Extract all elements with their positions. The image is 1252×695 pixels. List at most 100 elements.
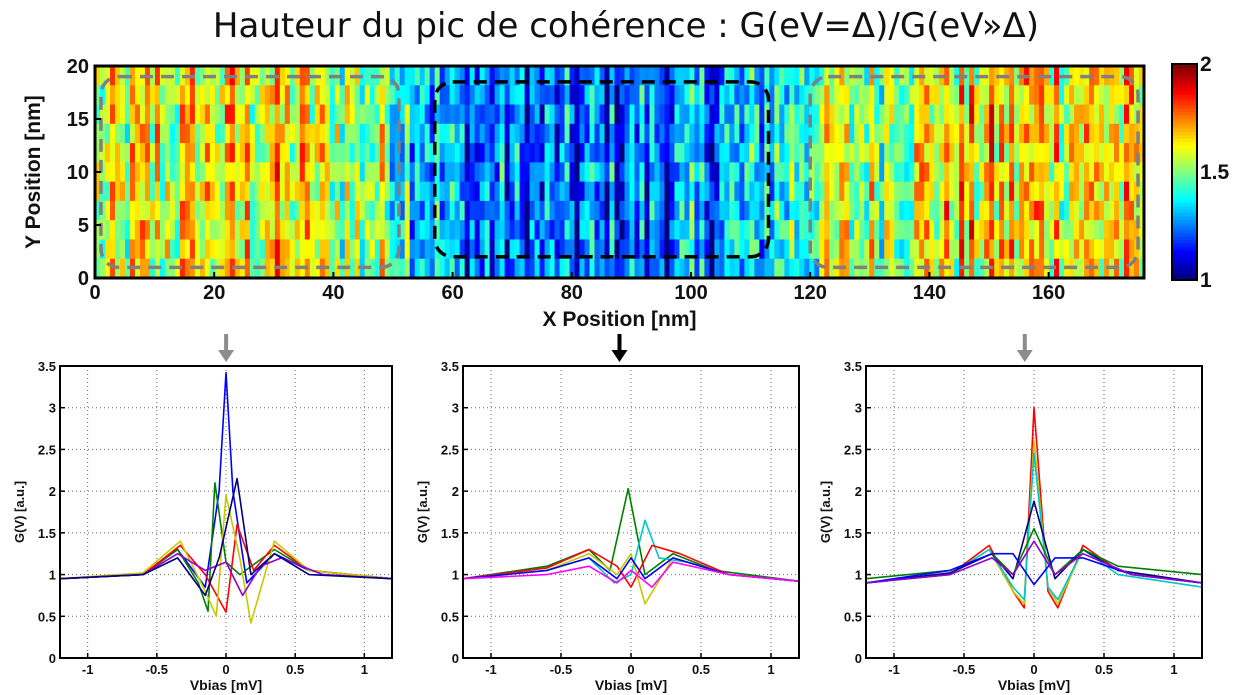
heatmap-cell [1074, 85, 1080, 106]
heatmap-cell [1024, 85, 1030, 106]
x-tick-label: 40 [322, 282, 344, 304]
heatmap-cell [184, 200, 191, 221]
heatmap-cell [1104, 123, 1110, 144]
heatmap-cell [1074, 258, 1080, 279]
heatmap-cell [454, 66, 461, 86]
heatmap-cell [999, 220, 1005, 241]
heatmap-cell [589, 200, 596, 221]
heatmap-cell [629, 66, 636, 86]
heatmap-cell [474, 104, 481, 125]
heatmap-cell [264, 200, 271, 221]
heatmap-cell [224, 123, 231, 144]
heatmap-cell [809, 162, 815, 183]
x-tick-label: 20 [203, 282, 225, 304]
heatmap-cell [744, 66, 750, 86]
heatmap-cell [784, 239, 790, 260]
heatmap-cell [209, 239, 216, 260]
heatmap-cell [479, 181, 486, 202]
heatmap-cell [399, 66, 406, 86]
heatmap-cell [1089, 85, 1095, 106]
heatmap-cell [524, 239, 531, 260]
heatmap-cell [674, 258, 681, 279]
heatmap-cell [619, 104, 626, 125]
heatmap-cell [424, 85, 431, 106]
heatmap-cell [399, 200, 406, 221]
heatmap-cell [1104, 162, 1110, 183]
heatmap-cell [954, 258, 960, 279]
heatmap-cell [524, 123, 531, 144]
heatmap-cell [194, 85, 201, 106]
heatmap-cell [559, 181, 566, 202]
heatmap-cell [934, 143, 940, 163]
colorbar-step [1172, 94, 1197, 99]
colorbar [1172, 64, 1197, 281]
heatmap-cell [1079, 123, 1085, 144]
x-tick-label: 0 [89, 282, 100, 304]
heatmap-cell [729, 220, 735, 241]
heatmap-cell [874, 123, 880, 144]
heatmap-cell [1089, 162, 1095, 183]
heatmap-cell [929, 85, 935, 106]
heatmap-cell [564, 162, 571, 183]
heatmap-cell [1094, 143, 1100, 163]
heatmap-cell [279, 104, 286, 125]
heatmap-cell [709, 181, 716, 202]
heatmap-cell [279, 239, 286, 260]
heatmap-cell [664, 181, 671, 202]
colorbar-tick-label: 1 [1200, 269, 1212, 292]
heatmap-cell [599, 258, 606, 279]
heatmap-cell [704, 220, 711, 241]
heatmap-cell [854, 200, 860, 221]
heatmap-cell [554, 181, 561, 202]
heatmap-cell [724, 66, 730, 86]
heatmap-cell [1064, 123, 1070, 144]
heatmap-cell [349, 162, 356, 183]
heatmap-cell [694, 162, 701, 183]
heatmap-cell [294, 123, 301, 144]
heatmap-cell [439, 220, 446, 241]
heatmap-cell [504, 143, 511, 163]
heatmap-cell [1024, 162, 1030, 183]
heatmap-cell [179, 181, 186, 202]
heatmap-cell [154, 143, 161, 163]
heatmap-cell [784, 85, 790, 106]
y-tick-label: 3 [49, 401, 56, 416]
heatmap-cell [654, 85, 661, 106]
heatmap-cell [729, 239, 735, 260]
heatmap-cell [669, 143, 676, 163]
heatmap-cell [989, 104, 995, 125]
heatmap-cell [1124, 104, 1130, 125]
heatmap-cell [239, 181, 246, 202]
colorbar-step [1172, 87, 1197, 92]
heatmap-cell [479, 200, 486, 221]
heatmap-cell [359, 143, 366, 163]
heatmap-cell [659, 239, 666, 260]
heatmap-cell [269, 123, 276, 144]
heatmap-cell [119, 181, 126, 202]
heatmap-cell [894, 181, 900, 202]
heatmap-cell [304, 104, 311, 125]
heatmap-cell [154, 200, 161, 221]
heatmap-cell [134, 85, 141, 106]
heatmap-cell [909, 181, 915, 202]
colorbar-step [1172, 148, 1197, 153]
colorbar-step [1172, 276, 1197, 281]
heatmap-cell [964, 162, 970, 183]
heatmap-cell [229, 123, 236, 144]
heatmap-cell [299, 104, 306, 125]
heatmap-cell [534, 66, 541, 86]
heatmap-cell [194, 181, 201, 202]
x-tick-label: 0.5 [692, 662, 710, 677]
heatmap-cell [919, 200, 925, 221]
heatmap-cell [619, 162, 626, 183]
heatmap-cell [414, 123, 421, 144]
heatmap-cell [309, 85, 316, 106]
heatmap-cell [724, 200, 730, 221]
heatmap-cell [279, 181, 286, 202]
heatmap-cell [814, 143, 820, 163]
series-line-1 [462, 487, 800, 582]
heatmap-cell [719, 258, 725, 279]
heatmap-cell [984, 143, 990, 163]
heatmap-cell [1079, 143, 1085, 163]
heatmap-cell [159, 162, 166, 183]
